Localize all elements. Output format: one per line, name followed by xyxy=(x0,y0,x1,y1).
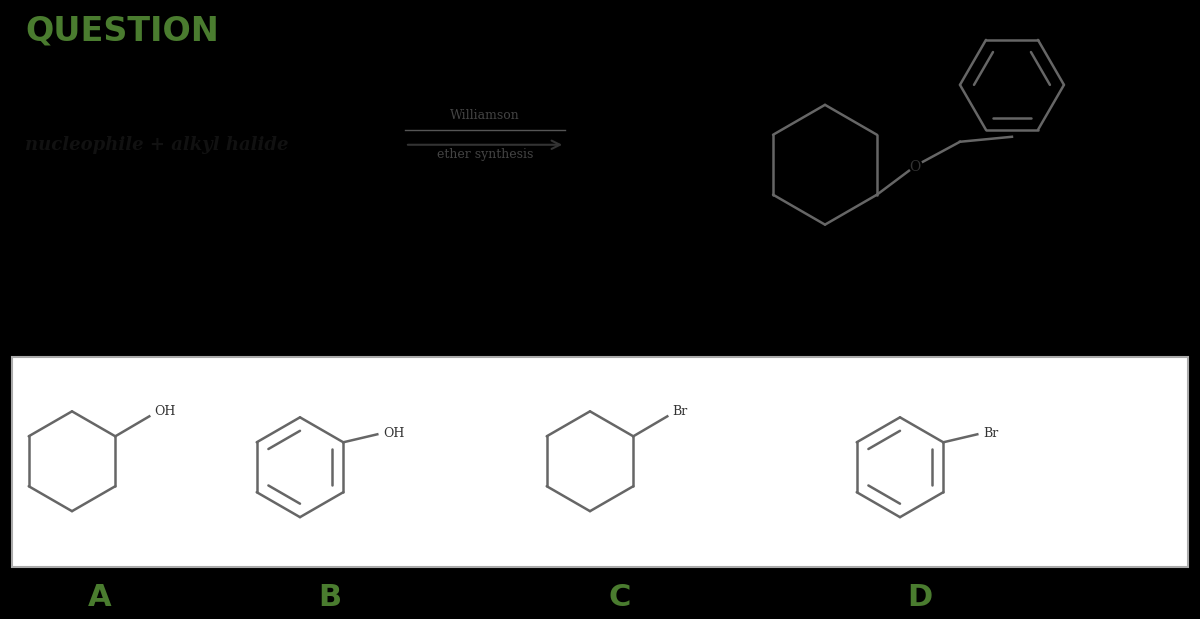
Text: nucleophile + alkyl halide: nucleophile + alkyl halide xyxy=(25,136,288,154)
Text: QUESTION: QUESTION xyxy=(25,15,218,48)
FancyBboxPatch shape xyxy=(12,357,1188,567)
Text: Br: Br xyxy=(983,426,998,440)
Text: B: B xyxy=(318,582,342,612)
Text: Br: Br xyxy=(672,405,688,418)
Text: O: O xyxy=(910,160,920,174)
Text: A: A xyxy=(88,582,112,612)
Text: OH: OH xyxy=(383,426,404,440)
Text: Williamson: Williamson xyxy=(450,109,520,122)
Text: OH: OH xyxy=(155,405,175,418)
Text: D: D xyxy=(907,582,932,612)
Text: ether synthesis: ether synthesis xyxy=(437,148,533,161)
Text: C: C xyxy=(608,582,631,612)
